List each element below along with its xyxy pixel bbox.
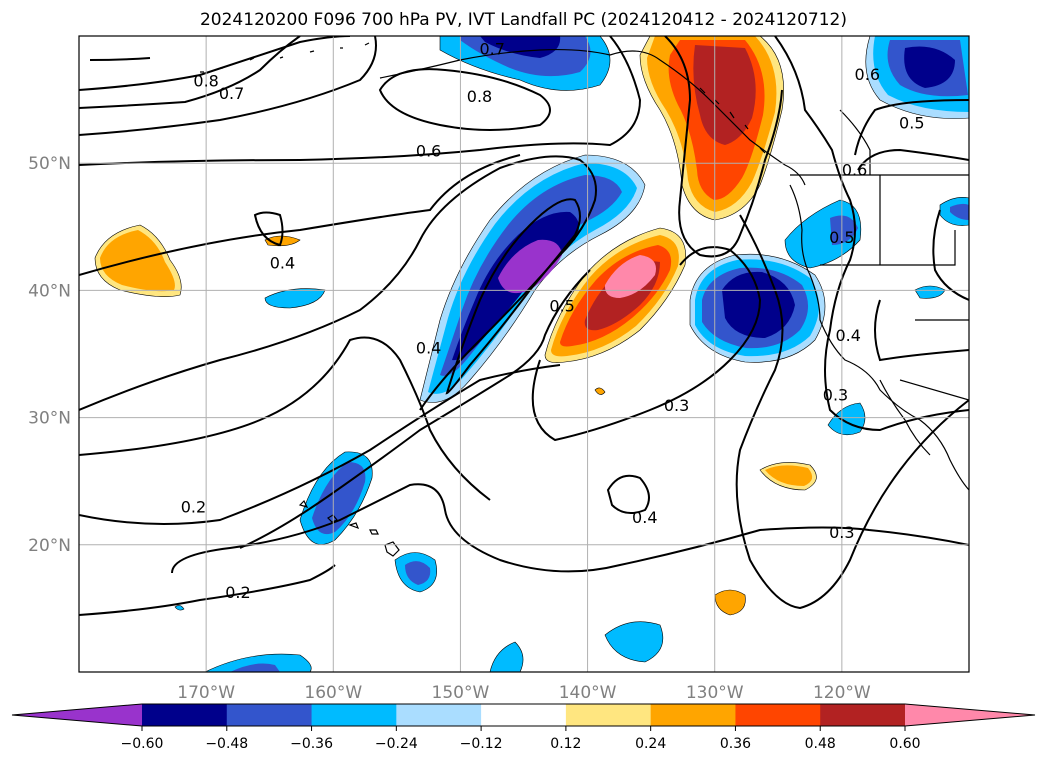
contour-label: 0.6 [855, 65, 880, 84]
contour-label: 0.4 [835, 326, 860, 345]
lon-tick-label: 140°W [559, 683, 617, 703]
alaska-coast [379, 48, 806, 186]
colorbar-segment [396, 704, 482, 726]
latitude-labels: 50°N 40°N 30°N 20°N [28, 154, 71, 556]
contour-line [79, 564, 336, 616]
contour-label-group: 0.80.70.70.80.60.60.50.60.40.50.50.40.40… [181, 40, 925, 602]
contour-line [79, 36, 301, 109]
colorbar-tick-label: 0.12 [550, 736, 581, 752]
colorbar-segment [735, 704, 821, 726]
colorbar-tick-label: −0.60 [121, 736, 164, 752]
contour-label: 0.2 [225, 583, 250, 602]
contour-line [171, 483, 969, 574]
colorbar-segment [565, 704, 652, 726]
contour-line [79, 36, 377, 136]
lon-tick-label: 130°W [686, 683, 744, 703]
contour-line [854, 99, 969, 156]
border-line [839, 109, 871, 175]
contour-label: 0.4 [632, 508, 657, 527]
contour-label: 0.6 [416, 141, 441, 160]
colorbar-segment [650, 704, 736, 726]
contour-label: 0.2 [181, 498, 206, 517]
graticule [79, 36, 969, 672]
contour-line [79, 364, 561, 525]
contour-line [445, 198, 581, 395]
contour-line [79, 336, 491, 501]
lon-tick-label: 160°W [304, 683, 362, 703]
colorbar-segment [142, 704, 228, 726]
plot-title: 2024120200 F096 700 hPa PV, IVT Landfall… [199, 10, 847, 30]
contour-line [378, 68, 551, 131]
coastlines [200, 42, 969, 557]
canada-us-coast [789, 184, 969, 491]
colorbar: −0.60 −0.48 −0.36 −0.24 −0.12 0.12 0.24 0.36 0.4… [11, 703, 1036, 752]
contour-line [606, 474, 650, 515]
colorbar-extend-min [12, 704, 142, 726]
border-line [899, 379, 969, 401]
baja-coast [879, 379, 931, 456]
contour-line [253, 211, 284, 247]
colorbar-tick-label: −0.12 [460, 736, 503, 752]
contour-label: 0.8 [467, 87, 492, 106]
contour-line [857, 148, 969, 171]
colorbar-tick-label: 0.60 [889, 736, 920, 752]
lon-tick-label: 150°W [432, 683, 490, 703]
contour-label: 0.7 [479, 40, 504, 59]
pv-contour-lines [79, 36, 969, 616]
lat-tick-label: 40°N [28, 281, 71, 301]
contour-line [89, 57, 151, 61]
colorbar-segment [820, 704, 906, 726]
contour-line [79, 36, 642, 166]
contour-label: 0.3 [823, 386, 848, 405]
bc-islands [699, 87, 766, 154]
contour-label: 0.5 [899, 113, 924, 132]
lat-tick-label: 50°N [28, 154, 71, 174]
contour-line [79, 36, 351, 91]
hawaii-islands [298, 499, 400, 557]
contour-line [874, 299, 969, 362]
lat-tick-label: 30°N [28, 409, 71, 429]
colorbar-tick-label: −0.24 [375, 736, 418, 752]
lon-tick-label: 170°W [177, 683, 235, 703]
contour-line [79, 155, 597, 411]
contour-label: 0.7 [219, 84, 244, 103]
contour-label: 0.5 [549, 297, 574, 316]
contour-line [531, 246, 762, 442]
lat-tick-label: 20°N [28, 536, 71, 556]
colorbar-tick-label: 0.24 [635, 736, 666, 752]
contour-line [239, 269, 591, 549]
colorbar-tick-label: −0.48 [205, 736, 248, 752]
contour-label: 0.3 [829, 523, 854, 542]
contour-line [664, 36, 783, 258]
colorbar-tick-label: −0.36 [290, 736, 333, 752]
pv-anomaly-shading [94, 36, 969, 672]
contour-label: 0.4 [416, 339, 441, 358]
colorbar-tick-label: 0.36 [720, 736, 751, 752]
contour-line [79, 154, 521, 276]
colorbar-extend-max [905, 704, 1035, 726]
contour-label: 0.4 [270, 253, 295, 272]
colorbar-segment [226, 704, 313, 726]
contour-label: 0.5 [829, 228, 854, 247]
lon-tick-label: 120°W [813, 683, 871, 703]
longitude-labels: 170°W 160°W 150°W 140°W 130°W 120°W [177, 683, 871, 703]
contour-line [932, 209, 969, 301]
border-line [820, 230, 956, 266]
colorbar-segment [481, 704, 567, 726]
contour-label: 0.8 [193, 72, 218, 91]
aleutian-islands [200, 42, 370, 73]
colorbar-tick-label: 0.48 [805, 736, 836, 752]
contour-line [735, 214, 969, 610]
colorbar-segment [311, 704, 397, 726]
contour-label: 0.6 [842, 161, 867, 180]
map-frame [78, 35, 970, 673]
contour-line [774, 36, 969, 432]
contour-label: 0.3 [664, 396, 689, 415]
